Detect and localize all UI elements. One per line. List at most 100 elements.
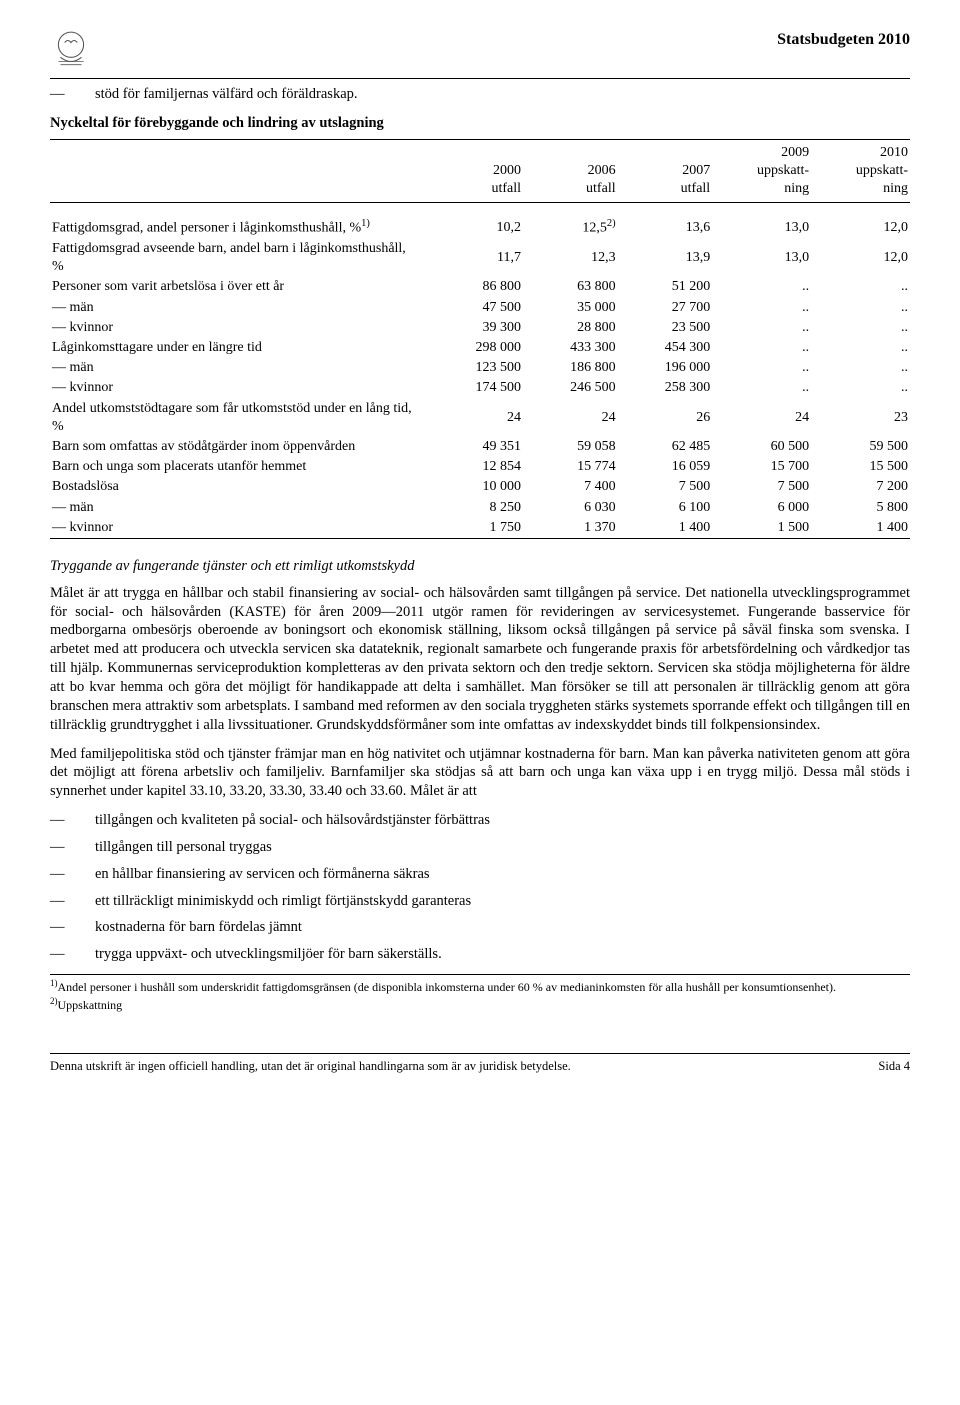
intro-text: stöd för familjernas välfärd och föräldr…: [95, 85, 358, 104]
dash-marker: —: [50, 85, 95, 104]
list-item: —en hållbar finansiering av servicen och…: [50, 865, 910, 884]
cell: 6 030: [523, 498, 618, 518]
footnote-2: 2)Uppskattning: [50, 996, 910, 1014]
cell: 26: [618, 399, 713, 437]
cell: Andel utkomststödtagare som får utkomsts…: [50, 399, 428, 437]
table-row: Fattigdomsgrad avseende barn, andel barn…: [50, 239, 910, 277]
col-0: [50, 139, 428, 203]
cell: — kvinnor: [50, 518, 428, 539]
cell: 15 500: [811, 457, 910, 477]
cell: 11,7: [428, 239, 523, 277]
cell: 63 800: [523, 277, 618, 297]
footer-right: Sida 4: [878, 1058, 910, 1074]
cell: 28 800: [523, 318, 618, 338]
cell: ..: [811, 338, 910, 358]
page-header: Statsbudgeten 2010: [50, 30, 910, 79]
cell: 298 000: [428, 338, 523, 358]
cell: 10 000: [428, 477, 523, 497]
cell: 454 300: [618, 338, 713, 358]
cell: 258 300: [618, 378, 713, 398]
cell: 5 800: [811, 498, 910, 518]
dash-marker: —: [50, 945, 95, 964]
cell: 12 854: [428, 457, 523, 477]
coat-of-arms-icon: [50, 30, 92, 72]
cell: 7 500: [618, 477, 713, 497]
list-item: —trygga uppväxt- och utvecklingsmiljöer …: [50, 945, 910, 964]
cell: 123 500: [428, 358, 523, 378]
cell: 7 500: [712, 477, 811, 497]
cell: 12,0: [811, 203, 910, 239]
dash-marker: —: [50, 918, 95, 937]
cell: Fattigdomsgrad, andel personer i låginko…: [50, 203, 428, 239]
cell: 23: [811, 399, 910, 437]
cell: 7 400: [523, 477, 618, 497]
cell: Bostadslösa: [50, 477, 428, 497]
cell: ..: [811, 318, 910, 338]
cell: 1 370: [523, 518, 618, 539]
cell: — kvinnor: [50, 378, 428, 398]
cell: ..: [712, 298, 811, 318]
cell: 35 000: [523, 298, 618, 318]
cell: 6 100: [618, 498, 713, 518]
cell: 1 750: [428, 518, 523, 539]
dash-marker: —: [50, 811, 95, 830]
list-item: —kostnaderna för barn fördelas jämnt: [50, 918, 910, 937]
cell: — kvinnor: [50, 318, 428, 338]
cell: 59 500: [811, 437, 910, 457]
cell: 6 000: [712, 498, 811, 518]
table-row: Barn och unga som placerats utanför hemm…: [50, 457, 910, 477]
table-row: Bostadslösa10 0007 4007 5007 5007 200: [50, 477, 910, 497]
key-figures-table: 2000utfall 2006utfall 2007utfall 2009upp…: [50, 139, 910, 539]
table-head: 2000utfall 2006utfall 2007utfall 2009upp…: [50, 139, 910, 203]
dash-marker: —: [50, 892, 95, 911]
cell: 24: [523, 399, 618, 437]
table-title: Nyckeltal för förebyggande och lindring …: [50, 114, 910, 133]
page-footer: Denna utskrift är ingen officiell handli…: [50, 1053, 910, 1074]
cell: 7 200: [811, 477, 910, 497]
table-row: — män123 500186 800196 000....: [50, 358, 910, 378]
cell: 13,6: [618, 203, 713, 239]
header-title: Statsbudgeten 2010: [777, 30, 910, 51]
list-item-text: ett tillräckligt minimiskydd och rimligt…: [95, 892, 471, 911]
cell: — män: [50, 358, 428, 378]
cell: — män: [50, 298, 428, 318]
table-row: Personer som varit arbetslösa i över ett…: [50, 277, 910, 297]
cell: 23 500: [618, 318, 713, 338]
col-3: 2007utfall: [618, 139, 713, 203]
table-row: Fattigdomsgrad, andel personer i låginko…: [50, 203, 910, 239]
cell: 174 500: [428, 378, 523, 398]
cell: 246 500: [523, 378, 618, 398]
cell: Personer som varit arbetslösa i över ett…: [50, 277, 428, 297]
cell: — män: [50, 498, 428, 518]
cell: 12,52): [523, 203, 618, 239]
paragraph-1: Målet är att trygga en hållbar och stabi…: [50, 584, 910, 735]
cell: 51 200: [618, 277, 713, 297]
col-4: 2009uppskatt-ning: [712, 139, 811, 203]
bullet-list: —tillgången och kvaliteten på social- oc…: [50, 811, 910, 964]
list-item: —ett tillräckligt minimiskydd och rimlig…: [50, 892, 910, 911]
cell: 12,0: [811, 239, 910, 277]
cell: 16 059: [618, 457, 713, 477]
cell: 24: [428, 399, 523, 437]
cell: 39 300: [428, 318, 523, 338]
cell: 196 000: [618, 358, 713, 378]
table-row: — kvinnor174 500246 500258 300....: [50, 378, 910, 398]
table-row: Låginkomsttagare under en längre tid298 …: [50, 338, 910, 358]
cell: 59 058: [523, 437, 618, 457]
cell: ..: [712, 378, 811, 398]
cell: 10,2: [428, 203, 523, 239]
cell: 13,0: [712, 239, 811, 277]
cell: ..: [712, 338, 811, 358]
cell: 8 250: [428, 498, 523, 518]
cell: ..: [712, 358, 811, 378]
table-row: — män8 2506 0306 1006 0005 800: [50, 498, 910, 518]
col-1: 2000utfall: [428, 139, 523, 203]
dash-marker: —: [50, 865, 95, 884]
cell: 15 774: [523, 457, 618, 477]
cell: 1 400: [618, 518, 713, 539]
cell: 47 500: [428, 298, 523, 318]
table-row: — kvinnor39 30028 80023 500....: [50, 318, 910, 338]
cell: ..: [712, 318, 811, 338]
paragraph-2: Med familjepolitiska stöd och tjänster f…: [50, 745, 910, 802]
cell: 13,0: [712, 203, 811, 239]
